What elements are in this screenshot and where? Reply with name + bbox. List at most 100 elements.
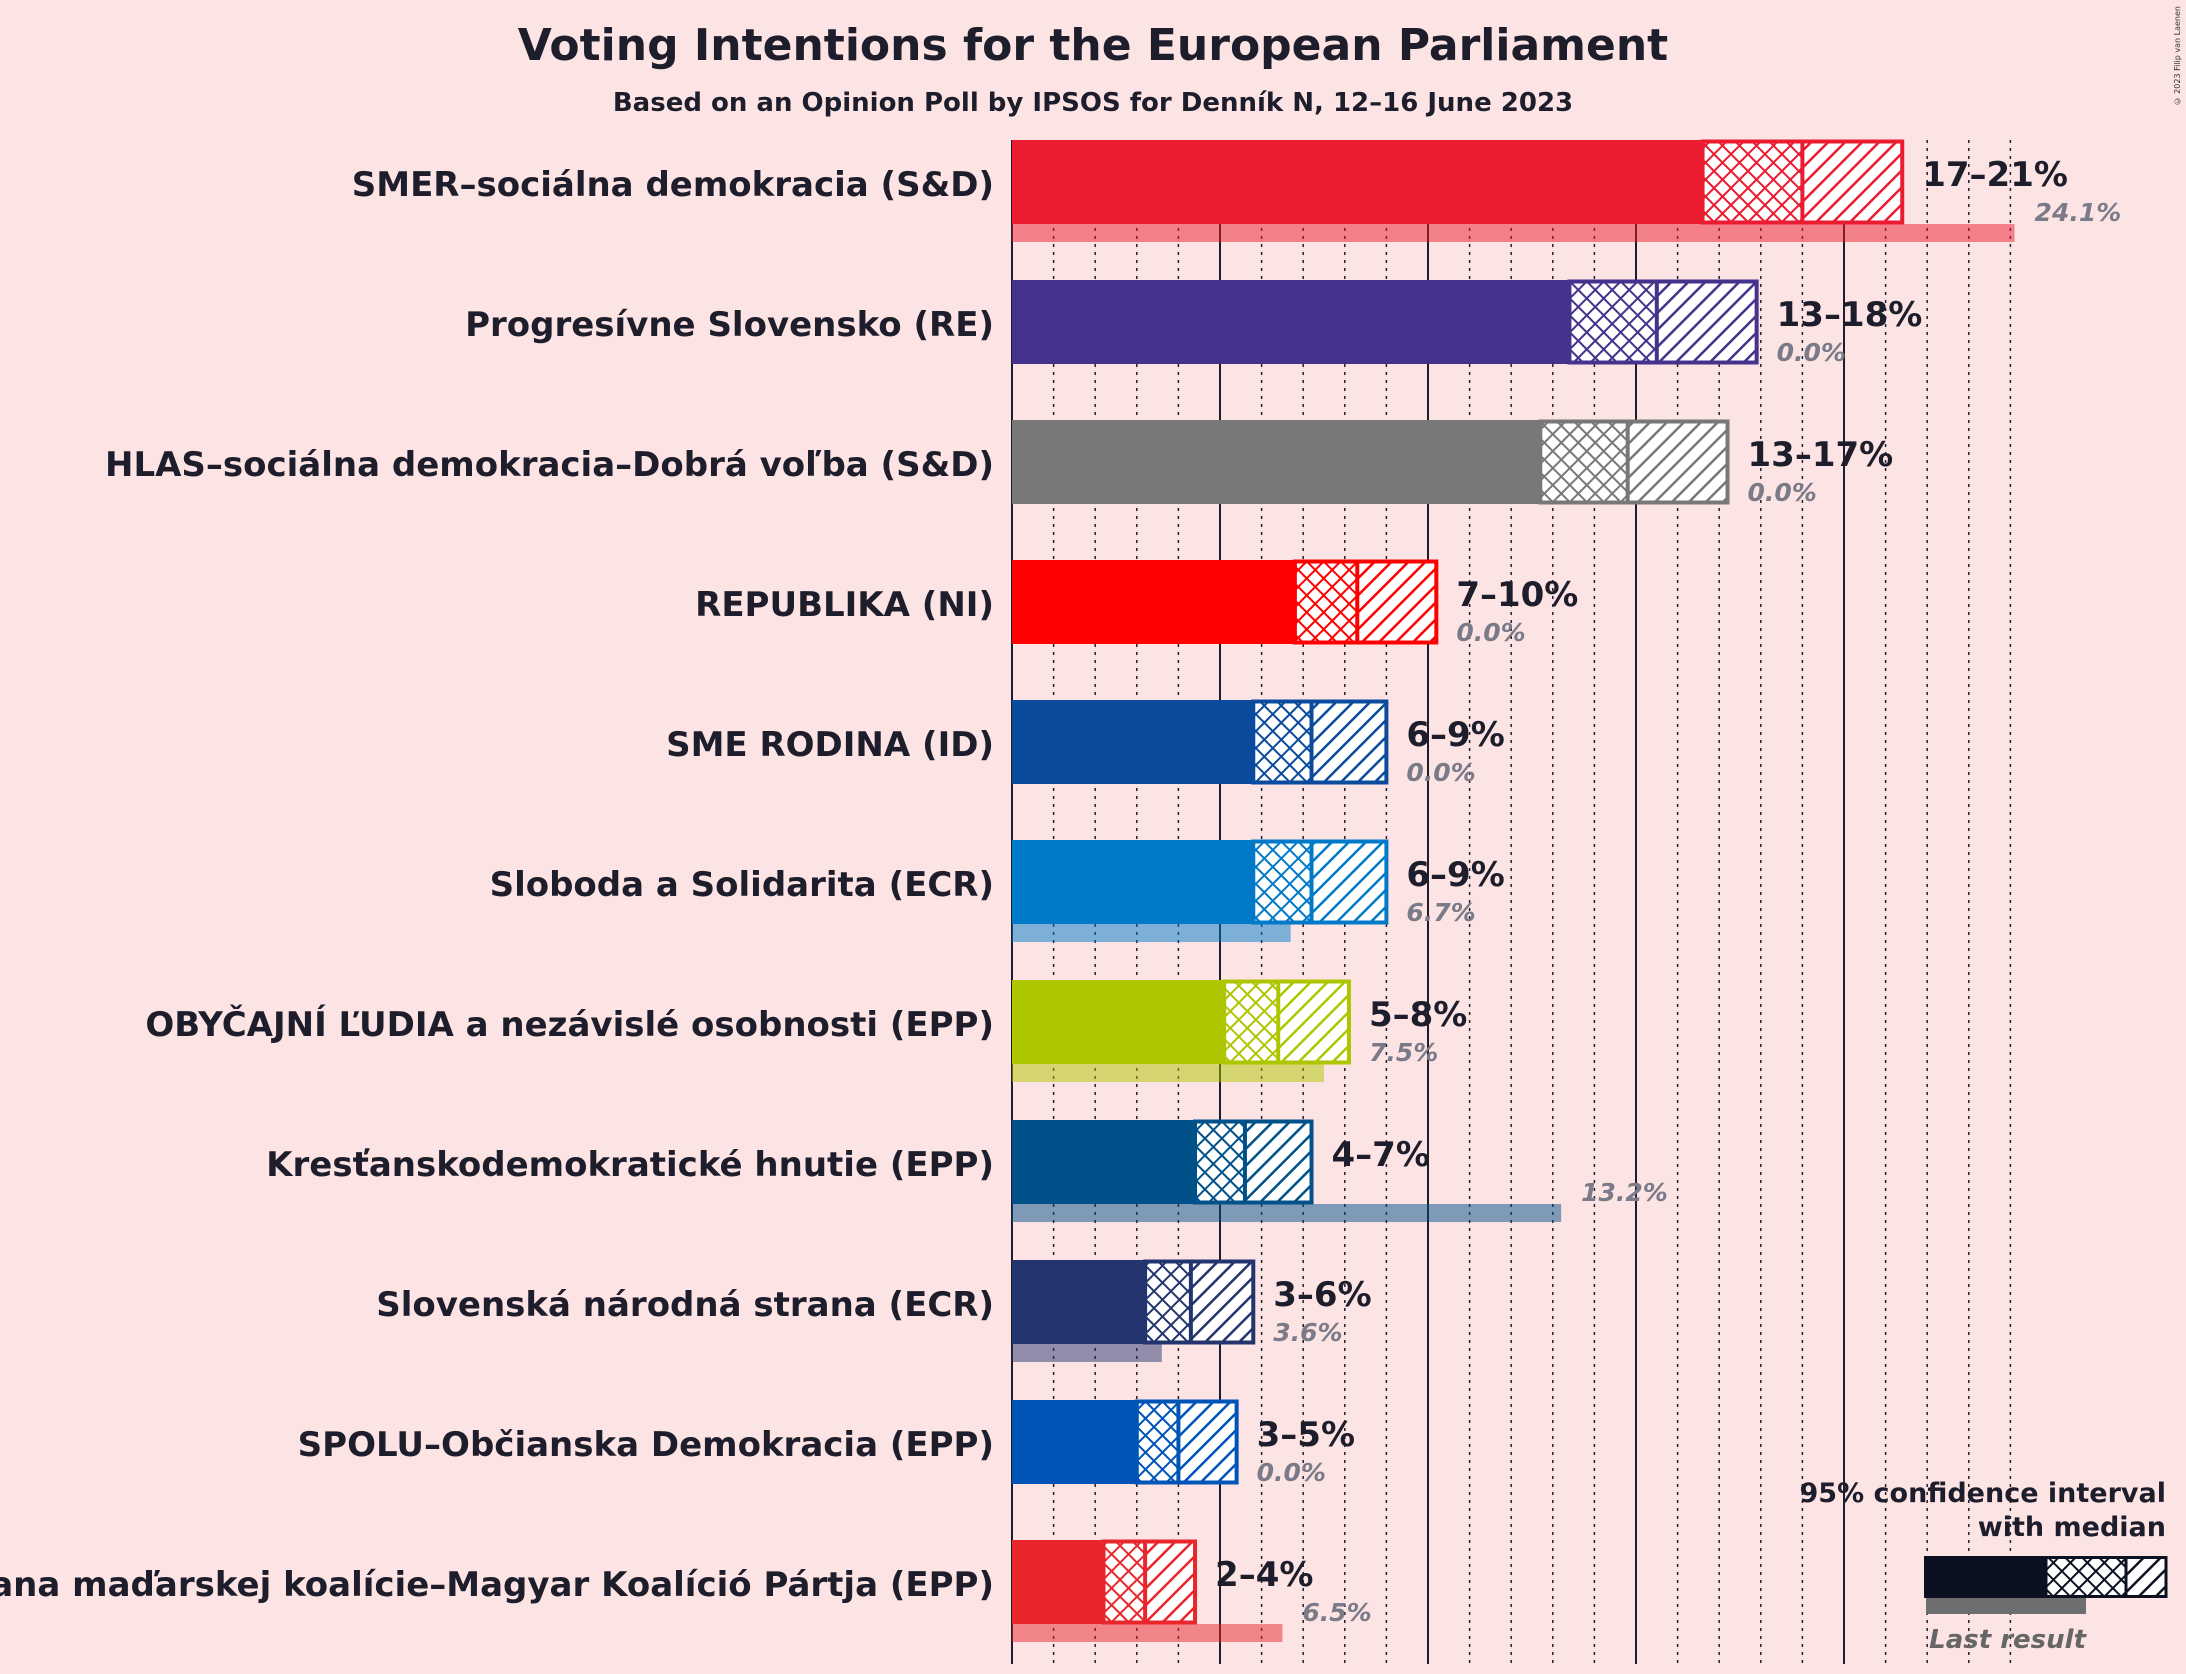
last-result-bar: [1012, 1624, 1283, 1642]
last-result-label: 6.5%: [1302, 1598, 1371, 1627]
legend-ci-upper: [2126, 1556, 2166, 1598]
legend-ci-outline: [2044, 1556, 2168, 1598]
party-name: HLAS–sociálna demokracia–Dobrá voľba (S&…: [105, 445, 994, 485]
legend-subtitle: with median: [1978, 1512, 2166, 1543]
ci-upper-segment: [1278, 980, 1349, 1064]
range-label: 6–9%: [1406, 715, 1504, 755]
ci-upper-segment: [1178, 1400, 1237, 1484]
range-label: 13–18%: [1777, 295, 1923, 335]
range-label: 4–7%: [1332, 1135, 1430, 1175]
solid-bar: [1012, 840, 1254, 924]
ci-outline: [1567, 279, 1759, 365]
party-name: OBYČAJNÍ ĽUDIA a nezávislé osobnosti (EP…: [145, 1004, 994, 1045]
range-label: 6–9%: [1406, 855, 1504, 895]
ci-outline: [1222, 979, 1351, 1065]
last-result-label: 13.2%: [1581, 1178, 1668, 1207]
party-row: Sloboda a Solidarita (ECR) 6–9% 6.7%: [490, 839, 1505, 942]
solid-bar: [1012, 1120, 1196, 1204]
ci-upper-segment: [1190, 1260, 1254, 1344]
chart-subtitle: Based on an Opinion Poll by IPSOS for De…: [612, 88, 1574, 118]
range-label: 3–6%: [1273, 1275, 1371, 1315]
range-label: 5–8%: [1369, 995, 1467, 1035]
solid-bar: [1012, 700, 1254, 784]
solid-bar: [1012, 980, 1225, 1064]
ci-upper-segment: [1627, 420, 1728, 504]
last-result-label: 24.1%: [2035, 198, 2122, 227]
ci-lower-segment: [1540, 420, 1628, 504]
ci-upper-segment: [1145, 1540, 1196, 1624]
ci-lower-segment: [1294, 560, 1358, 644]
last-result-label: 0.0%: [1456, 618, 1525, 647]
party-name: REPUBLIKA (NI): [695, 585, 994, 625]
ci-upper-segment: [1357, 560, 1437, 644]
ci-lower-segment: [1253, 840, 1312, 924]
party-name: Slovenská národná strana (ECR): [376, 1285, 994, 1325]
party-row: Kresťanskodemokratické hnutie (EPP) 4–7% 1…: [266, 1119, 1668, 1222]
ci-upper-segment: [1311, 700, 1387, 784]
ci-lower-segment: [1136, 1400, 1179, 1484]
ci-outline: [1538, 419, 1730, 505]
solid-bar: [1012, 420, 1541, 504]
last-result-label: 7.5%: [1369, 1038, 1438, 1067]
legend-last-result-label: Last result: [1929, 1625, 2087, 1655]
last-result-bar: [1012, 1064, 1324, 1082]
party-name: Strana maďarskej koalície–Magyar Koalíci…: [0, 1565, 994, 1605]
bars: SMER–sociálna demokracia (S&D) 17–21% 24.1…: [0, 139, 2122, 1642]
ci-outline: [1251, 839, 1389, 925]
party-row: OBYČAJNÍ ĽUDIA a nezávislé osobnosti (EP…: [145, 979, 1467, 1082]
ci-lower-segment: [1195, 1120, 1245, 1204]
legend-solid: [1924, 1556, 2046, 1598]
party-row: REPUBLIKA (NI) 7–10% 0.0%: [695, 559, 1578, 647]
legend-ci-lower: [2046, 1556, 2126, 1598]
range-label: 2–4%: [1215, 1555, 1313, 1595]
ci-lower-segment: [1103, 1540, 1146, 1624]
ci-outline: [1101, 1539, 1198, 1625]
range-label: 3–5%: [1257, 1415, 1355, 1455]
last-result-bar: [1012, 1204, 1562, 1222]
party-row: SPOLU–Občianska Demokracia (EPP) 3–5% 0.0%: [298, 1399, 1355, 1487]
last-result-bar: [1012, 1344, 1162, 1362]
ci-upper-segment: [1656, 280, 1757, 364]
party-name: Progresívne Slovensko (RE): [465, 305, 994, 345]
ci-outline: [1193, 1119, 1314, 1205]
range-label: 7–10%: [1456, 575, 1578, 615]
ci-outline: [1251, 699, 1389, 785]
chart-title: Voting Intentions for the European Parli…: [517, 20, 1669, 71]
party-name: Kresťanskodemokratické hnutie (EPP): [266, 1145, 994, 1185]
last-result-label: 0.0%: [1406, 758, 1475, 787]
party-row: Progresívne Slovensko (RE) 13–18% 0.0%: [465, 279, 1923, 367]
last-result-label: 0.0%: [1257, 1458, 1326, 1487]
last-result-bar: [1012, 924, 1291, 942]
party-row: Strana maďarskej koalície–Magyar Koalíci…: [0, 1539, 1372, 1642]
ci-upper-segment: [1244, 1120, 1312, 1204]
party-row: HLAS–sociálna demokracia–Dobrá voľba (S&…: [105, 419, 1894, 507]
solid-bar: [1012, 1260, 1146, 1344]
ci-outline: [1134, 1399, 1239, 1485]
solid-bar: [1012, 280, 1570, 364]
party-name: SME RODINA (ID): [666, 725, 994, 765]
party-row: SME RODINA (ID) 6–9% 0.0%: [666, 699, 1505, 787]
party-name: SMER–sociálna demokracia (S&D): [352, 165, 994, 205]
solid-bar: [1012, 1400, 1137, 1484]
party-row: Slovenská národná strana (ECR) 3–6% 3.6%: [376, 1259, 1372, 1362]
ci-lower-segment: [1253, 700, 1312, 784]
ci-lower-segment: [1145, 1260, 1191, 1344]
solid-bar: [1012, 560, 1295, 644]
party-name: SPOLU–Občianska Demokracia (EPP): [298, 1425, 994, 1465]
ci-lower-segment: [1569, 280, 1657, 364]
party-name: Sloboda a Solidarita (ECR): [490, 865, 994, 905]
legend-last-result-bar: [1926, 1598, 2086, 1614]
ci-lower-segment: [1702, 140, 1803, 224]
legend-title: 95% confidence interval: [1800, 1478, 2166, 1509]
solid-bar: [1012, 1540, 1104, 1624]
range-label: 13–17%: [1748, 435, 1894, 475]
last-result-bar: [1012, 224, 2015, 242]
solid-bar: [1012, 140, 1703, 224]
last-result-label: 3.6%: [1273, 1318, 1342, 1347]
party-row: SMER–sociálna demokracia (S&D) 17–21% 24.1…: [352, 139, 2122, 242]
ci-upper-segment: [1802, 140, 1903, 224]
range-label: 17–21%: [1922, 155, 2068, 195]
ci-outline: [1292, 559, 1439, 645]
